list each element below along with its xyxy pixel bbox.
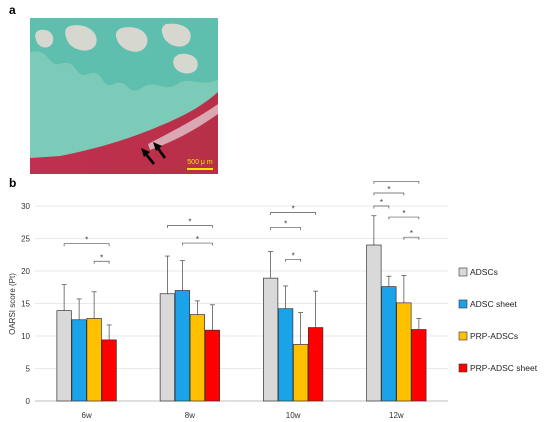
significance-bracket bbox=[373, 180, 420, 184]
significance-bracket bbox=[388, 216, 420, 220]
histology-micrograph: 500 μ m bbox=[30, 18, 218, 174]
significance-brackets: * * * * * * * * * * * * bbox=[63, 180, 420, 264]
bone-marrow-space bbox=[115, 27, 148, 52]
significance-bracket bbox=[63, 243, 110, 247]
bars bbox=[56, 215, 427, 402]
bar bbox=[71, 319, 87, 402]
y-axis-title: OARSI score (Pt) bbox=[8, 273, 17, 335]
significance-star: * bbox=[284, 219, 287, 228]
y-tick-label: 0 bbox=[26, 397, 31, 406]
bar bbox=[86, 318, 102, 402]
y-tick-label: 10 bbox=[21, 332, 30, 341]
y-tick-label: 30 bbox=[21, 202, 30, 211]
significance-bracket bbox=[270, 227, 301, 230]
y-tick-label: 15 bbox=[21, 300, 30, 309]
significance-star: * bbox=[402, 209, 405, 218]
significance-bracket bbox=[373, 205, 390, 209]
legend-swatch bbox=[458, 299, 468, 309]
significance-bracket bbox=[93, 260, 110, 264]
bar bbox=[278, 308, 294, 402]
y-tick-label: 20 bbox=[21, 267, 30, 276]
bone-marrow-space bbox=[173, 53, 198, 74]
significance-star: * bbox=[188, 218, 191, 227]
significance-star: * bbox=[85, 236, 88, 245]
x-tick-labels: 6w 8w 10w 12w bbox=[82, 411, 404, 420]
significance-bracket bbox=[285, 258, 301, 262]
legend-swatch bbox=[458, 267, 468, 277]
significance-bracket bbox=[270, 212, 316, 215]
bar bbox=[174, 290, 190, 402]
bar bbox=[263, 277, 279, 402]
legend-entry: PRP-ADSC sheet bbox=[470, 363, 538, 373]
significance-star: * bbox=[395, 180, 398, 182]
legend: ADSCs ADSC sheet PRP-ADSCs PRP-ADSC sheet bbox=[458, 267, 538, 373]
scale-bar-label: 500 μ m bbox=[187, 159, 213, 166]
legend-entry: ADSCs bbox=[470, 267, 498, 277]
significance-bracket bbox=[373, 192, 405, 196]
legend-swatch bbox=[458, 363, 468, 373]
legend-entry: ADSC sheet bbox=[470, 299, 517, 309]
teal-tissue bbox=[30, 51, 218, 158]
panel-b-letter: b bbox=[9, 176, 17, 190]
significance-star: * bbox=[410, 229, 413, 238]
significance-star: * bbox=[292, 251, 295, 260]
panel-a-letter: a bbox=[9, 3, 16, 17]
bar bbox=[159, 293, 175, 402]
bar bbox=[293, 344, 309, 402]
black-arrow-icon bbox=[153, 142, 167, 159]
bar bbox=[396, 302, 412, 402]
bar bbox=[308, 327, 324, 402]
significance-star: * bbox=[100, 253, 103, 262]
bar bbox=[189, 314, 205, 402]
y-tick-label: 25 bbox=[21, 235, 30, 244]
significance-bracket bbox=[167, 225, 213, 228]
significance-bracket bbox=[182, 242, 213, 246]
bar bbox=[411, 329, 427, 402]
cartilage-layer bbox=[30, 92, 218, 174]
bone-marrow-space bbox=[35, 29, 54, 48]
bone-marrow-space bbox=[65, 25, 97, 51]
legend-entry: PRP-ADSCs bbox=[470, 331, 518, 341]
bar bbox=[204, 329, 220, 402]
black-arrow-icon bbox=[141, 148, 156, 165]
significance-star: * bbox=[387, 185, 390, 194]
x-tick-label: 6w bbox=[82, 411, 92, 420]
bar bbox=[56, 310, 72, 402]
significance-star: * bbox=[196, 235, 199, 244]
bar bbox=[366, 244, 382, 402]
significance-star: * bbox=[380, 198, 383, 207]
significance-bracket bbox=[403, 236, 420, 240]
legend-swatch bbox=[458, 331, 468, 341]
bone-marrow-space bbox=[161, 23, 191, 47]
x-tick-label: 12w bbox=[389, 411, 404, 420]
bar bbox=[381, 286, 397, 402]
bar bbox=[101, 339, 117, 402]
cartilage-surface-pale bbox=[148, 104, 218, 150]
x-tick-label: 8w bbox=[185, 411, 195, 420]
significance-star: * bbox=[292, 205, 295, 214]
y-tick-label: 5 bbox=[26, 365, 31, 374]
x-tick-label: 10w bbox=[286, 411, 301, 420]
